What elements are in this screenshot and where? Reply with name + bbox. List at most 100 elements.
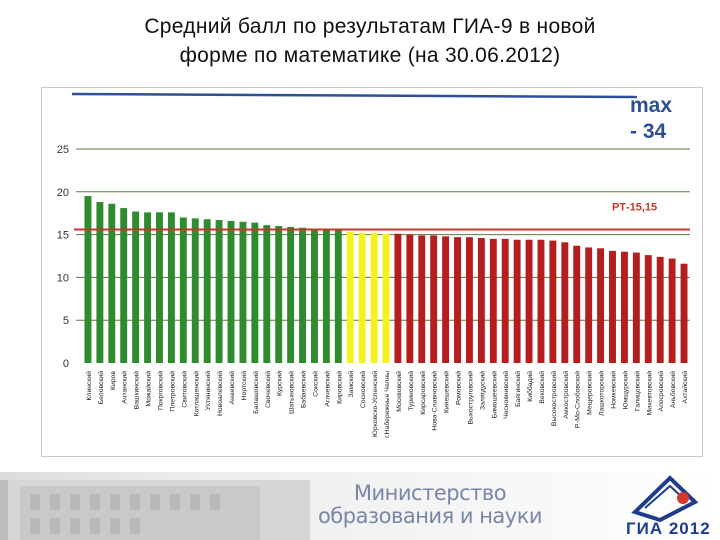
bar-43	[585, 247, 593, 363]
x-tick-label: Ромовский	[455, 371, 463, 405]
ministry-logo-text: Министерство образования и науки	[300, 482, 560, 528]
bar-12	[215, 220, 223, 363]
bar-36	[501, 238, 509, 363]
x-tick-label: Вековский	[538, 371, 546, 404]
bar-10	[191, 218, 199, 363]
x-tick-label: Сокский	[311, 371, 319, 397]
bar-16	[263, 225, 271, 363]
bar-45	[609, 250, 616, 363]
x-tick-label: Бабаевский	[300, 371, 308, 408]
x-axis-labels: Клинский Беловский Киров Ачтанский Вашкински…	[85, 371, 689, 438]
x-tick-label: Туриновский	[407, 371, 415, 411]
bar-31	[442, 236, 450, 363]
bar-26	[382, 233, 390, 363]
x-tick-label: Кирсаровский	[419, 371, 427, 415]
bar-24	[358, 232, 366, 363]
x-tick-label: Р.-Мо-Слобовской	[574, 371, 582, 428]
x-tick-label: Номкевский	[610, 371, 618, 409]
x-tick-label: Курский	[276, 371, 284, 396]
x-tick-label: Чесновнивский	[502, 371, 510, 419]
building-illustration	[0, 480, 310, 540]
x-tick-label: Михевтовский	[645, 371, 653, 416]
x-tick-label: Можайский	[145, 371, 153, 407]
title-line-1: Средний балл по результатам ГИА-9 в ново…	[144, 15, 596, 38]
bar-50	[668, 258, 676, 363]
x-tick-label: Вашкинский	[133, 371, 141, 409]
bar-51	[680, 263, 688, 363]
x-tick-label: Аглчевский	[323, 371, 331, 407]
bar-chart: 0 5 10 15 20 25 РТ-15,15 Клинский Беловский Кир…	[57, 92, 690, 438]
bar-20	[311, 228, 318, 363]
bar-21	[322, 228, 330, 363]
x-tick-label: Замский	[347, 371, 355, 398]
x-tick-label: Галицовский	[633, 371, 641, 411]
bar-13	[227, 220, 235, 363]
bar-39	[537, 239, 545, 363]
x-tick-label: Лашкоторский	[598, 371, 606, 416]
bar-30	[430, 235, 438, 363]
x-tick-label: Бимошеевский	[490, 371, 498, 418]
bar-33	[465, 237, 473, 363]
gia-logo-text: ГИА 2012	[626, 519, 711, 538]
x-tick-label: Высокостровский	[550, 371, 558, 426]
bar-42	[573, 245, 581, 363]
x-tick-label: Москвовский	[395, 371, 403, 412]
bar-48	[644, 255, 652, 363]
x-tick-label: Нортский	[240, 371, 248, 401]
bar-22	[334, 229, 342, 363]
bar-2	[96, 202, 104, 363]
bar-47	[632, 252, 640, 363]
footer-banner: Министерство образования и науки ГИА 201…	[0, 472, 720, 540]
x-tick-label: Балашовский	[252, 371, 260, 414]
y-tick-label: 0	[63, 358, 69, 370]
x-tick-label: Киров	[110, 371, 117, 390]
x-tick-label: Плетровский	[168, 371, 176, 412]
x-tick-label: Залягдуский	[478, 371, 486, 410]
top-line	[71, 92, 638, 99]
bar-37	[513, 239, 521, 363]
x-tick-label: Кировский	[335, 371, 343, 404]
y-tick-label: 10	[57, 272, 69, 284]
x-tick-label: Клинский	[85, 371, 93, 401]
bar-8	[167, 212, 175, 363]
slide-title: Средний балл по результатам ГИА-9 в ново…	[60, 12, 680, 70]
bar-41	[561, 242, 569, 363]
x-tick-label: Выкоструговский	[466, 371, 474, 425]
bar-27	[394, 233, 402, 363]
x-tick-label: Анаевский	[228, 371, 236, 405]
bar-18	[287, 226, 295, 363]
bar-38	[525, 239, 533, 363]
x-tick-label: Беловский	[97, 371, 105, 405]
x-tick-label: Свитовский	[180, 371, 188, 408]
y-tick-label: 15	[57, 230, 69, 242]
x-tick-label: Покрговский	[156, 371, 164, 410]
gia-logo-icon	[631, 475, 699, 523]
bar-5	[132, 211, 140, 363]
bar-1	[84, 196, 92, 363]
bar-46	[620, 251, 628, 363]
x-tick-label: Юрковско-Успенский	[371, 371, 379, 437]
x-tick-label: Нова-Славновский	[431, 371, 439, 431]
x-tick-label: Амкостровский	[562, 371, 570, 419]
x-tick-label: Кинешевский	[443, 371, 451, 413]
x-tick-label: Апосровский	[657, 371, 665, 412]
x-tick-label: Ачтанский	[121, 371, 129, 404]
bar-9	[179, 217, 187, 363]
ministry-line-1: Министерство	[353, 481, 507, 505]
x-tick-label: Баягинский	[514, 371, 522, 407]
max-score-note: max - 34	[630, 94, 673, 143]
x-tick-label: Киббадий	[526, 371, 534, 402]
bar-25	[370, 232, 378, 363]
bar-34	[477, 238, 485, 363]
chart-frame: 0 5 10 15 20 25 РТ-15,15 Клинский Беловский Кир…	[41, 87, 703, 457]
bar-17	[275, 226, 283, 363]
ministry-line-2: образования и науки	[317, 504, 543, 528]
x-tick-label: Шатыновский	[288, 371, 296, 414]
y-tick-label: 5	[63, 315, 69, 327]
rt-reference-label: РТ-15,15	[612, 201, 657, 213]
bar-32	[454, 237, 461, 363]
y-tick-label: 25	[57, 144, 69, 156]
x-tick-label: Новоалевский	[216, 371, 224, 416]
bar-40	[549, 240, 557, 363]
x-tick-label: Свочевский	[264, 371, 272, 408]
